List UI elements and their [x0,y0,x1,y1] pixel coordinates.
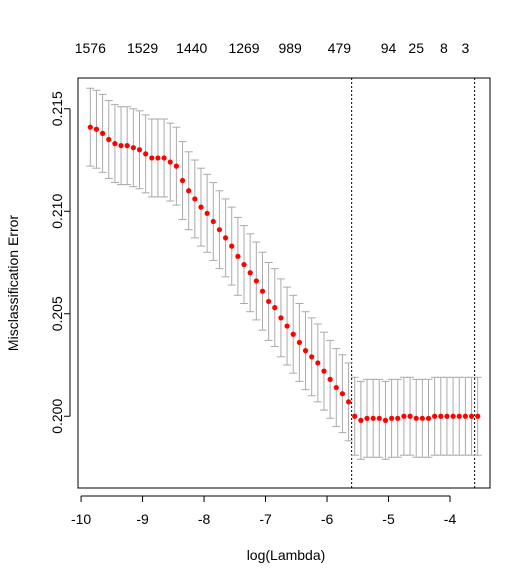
x-tick-label: -9 [136,511,149,527]
data-point [106,136,112,143]
top-axis-label: 1529 [127,40,158,56]
data-point [179,177,186,184]
data-point [395,415,401,421]
y-tick-label: 0.215 [49,91,65,126]
data-point [149,155,155,161]
data-point [216,227,223,233]
data-point [87,124,93,130]
data-point [136,147,143,153]
top-axis-label: 989 [278,40,302,56]
data-point [229,243,235,249]
data-point [259,288,266,294]
data-point [309,354,315,360]
data-point [186,188,192,194]
top-axis-label: 3 [462,40,470,56]
data-point [382,417,389,423]
data-point [247,270,253,276]
y-tick-label: 0.200 [49,399,65,434]
data-point [130,145,136,151]
y-axis: 0.200 0.205 0.210 0.215 [49,91,71,434]
data-point [444,413,450,419]
data-point [462,413,469,419]
x-tick-label: -8 [198,511,211,527]
data-point [413,415,419,421]
data-point [290,331,296,337]
data-points [87,124,481,423]
data-point [432,413,438,419]
data-point [425,415,432,421]
data-point [204,210,210,216]
data-point [143,151,149,157]
data-point [124,143,130,149]
data-point [302,348,309,354]
x-tick-label: -5 [382,511,395,527]
data-point [339,391,346,397]
data-point [278,315,284,321]
data-point [198,204,204,210]
data-point [99,130,106,136]
y-tick-label: 0.210 [49,194,65,229]
data-point [389,415,395,421]
data-point [376,415,382,421]
data-point [333,384,339,391]
data-point [370,415,376,421]
y-axis-label: Misclassification Error [5,215,21,351]
data-point [155,155,161,161]
data-point [284,323,290,329]
data-point [456,413,462,419]
data-point [321,368,327,374]
top-axis-label: 94 [381,40,397,56]
data-point [161,155,167,161]
x-tick-label: -4 [444,511,457,527]
data-point [438,413,444,419]
data-point [112,141,118,147]
data-point [364,415,370,421]
top-axis-label: 1440 [176,40,207,56]
data-point [192,196,198,202]
plot-frame [77,77,491,489]
y-tick-label: 0.205 [49,296,65,331]
data-point [352,413,358,419]
data-point [167,159,173,165]
data-point [241,261,247,268]
data-point [118,143,124,149]
x-axis-label: log(Lambda) [247,547,326,563]
data-point [272,305,278,311]
data-point [210,218,216,225]
x-tick-label: -10 [71,511,91,527]
top-axis-label: 1576 [75,40,106,56]
data-point [173,163,179,169]
data-point [407,413,413,419]
data-point [450,413,456,419]
data-point [315,360,321,366]
data-point [222,235,229,241]
data-point [93,126,100,132]
data-point [327,376,333,382]
data-point [345,399,352,405]
x-tick-label: -7 [259,511,272,527]
top-axis-labels: 1576 1529 1440 1269 989 479 94 25 8 3 [75,40,470,56]
data-point [266,298,272,305]
data-point [235,253,241,259]
top-axis-label: 1269 [228,40,259,56]
error-bars [86,87,482,460]
data-point [253,278,259,284]
top-axis-label: 25 [408,40,424,56]
reference-lines [351,78,476,488]
top-axis-label: 479 [328,40,352,56]
x-axis: -10 -9 -8 -7 -6 -5 -4 [71,495,457,527]
top-axis-label: 8 [440,40,448,56]
data-point [296,339,302,346]
data-point [358,417,364,423]
data-point [468,413,475,419]
x-tick-label: -6 [321,511,334,527]
data-point [419,415,425,421]
data-point [401,413,407,419]
data-point [475,413,481,419]
